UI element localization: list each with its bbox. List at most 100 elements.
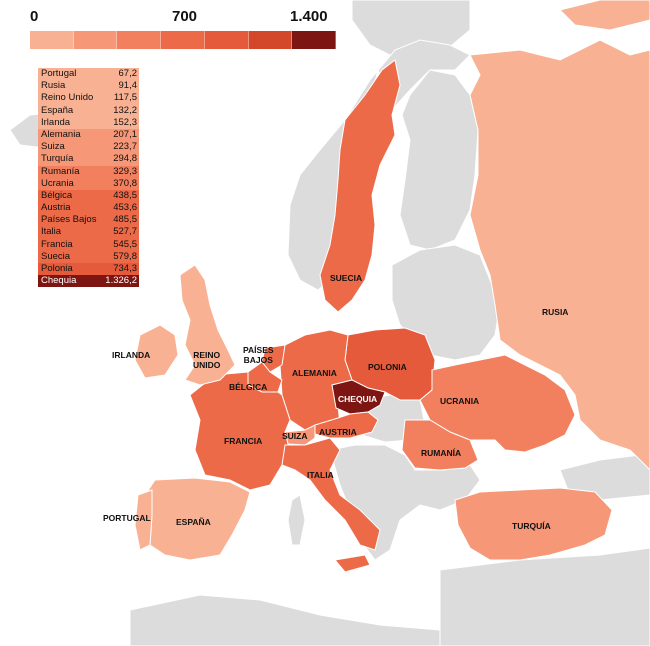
scale-swatch	[73, 31, 118, 49]
table-country-name: Austria	[41, 202, 71, 214]
map-label-alemania: ALEMANIA	[292, 368, 337, 378]
map-label-belgica: BÉLGICA	[229, 382, 268, 392]
table-country-value: 453,6	[113, 202, 137, 214]
map-label-ucrania: UCRANIA	[440, 396, 480, 406]
sicily-shape	[334, 554, 371, 573]
table-country-name: Reino Unido	[41, 92, 94, 104]
map-label-francia: FRANCIA	[224, 436, 263, 446]
map-label-polonia: POLONIA	[368, 362, 407, 372]
table-row: Portugal 67,2	[38, 68, 139, 81]
table-country-value: 329,3	[113, 165, 137, 177]
table-country-value: 117,5	[113, 92, 137, 104]
table-row: Austria 453,6	[38, 202, 139, 215]
table-row: Reino Unido 117,5	[38, 92, 139, 105]
scale-swatch	[204, 31, 249, 49]
table-row: Países Bajos 485,5	[38, 214, 139, 227]
table-row: Suiza 223,7	[38, 141, 139, 154]
color-scale-bar	[30, 31, 337, 49]
ireland-shape	[134, 324, 179, 379]
scale-label-min: 0	[30, 8, 39, 25]
table-row: España 132,2	[38, 104, 139, 117]
map-label-rusia: RUSIA	[542, 307, 569, 317]
table-country-name: Polonia	[41, 263, 73, 274]
map-label-paises-bajos: PAÍSES BAJOS	[243, 345, 274, 365]
russia-north-islands	[559, 0, 650, 31]
table-country-name: Italia	[41, 226, 62, 238]
table-country-name: Ucrania	[41, 177, 74, 189]
table-row: Rusia 91,4	[38, 80, 139, 93]
table-country-name: Irlanda	[41, 116, 71, 128]
table-country-value: 294,8	[113, 153, 137, 165]
map-label-turquia: TURQUÍA	[512, 521, 551, 531]
table-country-name: Francia	[41, 238, 73, 250]
table-country-value: 527,7	[113, 226, 137, 238]
table-row: Chequia 1.326,2	[38, 275, 139, 288]
scale-swatch	[30, 31, 74, 49]
map-label-reino-unido: REINO UNIDO	[193, 350, 221, 370]
scale-swatch	[248, 31, 293, 49]
scale-swatch	[161, 31, 205, 49]
corsica-sardinia-land	[287, 494, 306, 546]
scale-swatch	[117, 31, 162, 49]
romania-shape	[401, 419, 479, 471]
table-row: Francia 545,5	[38, 238, 139, 251]
scale-swatch	[292, 31, 337, 49]
table-country-name: España	[41, 104, 74, 116]
table-country-value: 734,3	[113, 263, 137, 274]
table-country-value: 579,8	[113, 250, 137, 262]
austria-shape	[314, 411, 379, 439]
table-country-value: 370,8	[113, 177, 137, 189]
table-country-value: 438,5	[113, 189, 137, 201]
table-row: Italia 527,7	[38, 226, 139, 239]
map-label-rumania: RUMANÍA	[421, 448, 462, 458]
map-label-italia: ITALIA	[307, 470, 334, 480]
map-label-austria: AUSTRIA	[319, 427, 357, 437]
table-country-name: Bélgica	[41, 189, 73, 201]
table-country-value: 67,2	[118, 68, 138, 79]
table-country-name: Turquía	[41, 153, 74, 165]
map-label-chequia: CHEQUIA	[338, 394, 378, 404]
uk-shape	[179, 264, 236, 386]
table-country-value: 152,3	[113, 116, 137, 128]
map-label-portugal: PORTUGAL	[103, 513, 151, 523]
table-country-value: 545,5	[113, 238, 137, 250]
sweden-shape	[319, 59, 401, 313]
finland-land	[399, 69, 479, 251]
table-country-value: 485,5	[113, 214, 137, 226]
russia-shape	[469, 39, 650, 471]
germany-shape	[279, 329, 353, 431]
map-label-suecia: SUECIA	[330, 273, 363, 283]
table-country-name: Alemania	[41, 128, 81, 140]
italy-shape	[281, 437, 381, 551]
table-row: Rumanía 329,3	[38, 165, 139, 178]
table-country-value: 91,4	[118, 80, 138, 92]
table-country-value: 207,1	[113, 128, 137, 140]
table-row: Alemania 207,1	[38, 128, 139, 142]
map-label-irlanda: IRLANDA	[112, 350, 151, 360]
table-country-value: 1.326,2	[105, 275, 137, 287]
table-country-name: Portugal	[41, 68, 77, 79]
table-country-name: Suiza	[41, 141, 65, 153]
scale-label-mid: 700	[172, 8, 198, 25]
portugal-shape	[134, 489, 153, 551]
table-row: Irlanda 152,3	[38, 116, 139, 129]
table-row: Turquía 294,8	[38, 153, 139, 166]
scale-label-max: 1.400	[290, 8, 328, 25]
table-country-value: 132,2	[113, 104, 137, 116]
netherlands-shape	[261, 344, 286, 373]
map-label-espana: ESPAÑA	[176, 517, 211, 527]
turkey-shape	[454, 487, 613, 561]
czechia-shape	[331, 379, 386, 415]
map-label-suiza: SUIZA	[282, 431, 308, 441]
table-row: Ucrania 370,8	[38, 177, 139, 190]
table-row: Suecia 579,8	[38, 250, 139, 263]
middle-east-land	[439, 547, 650, 646]
table-country-name: Países Bajos	[41, 214, 97, 226]
table-row: Polonia 734,3	[38, 263, 139, 276]
scale-labels: 0 700 1.400	[30, 8, 340, 30]
table-country-name: Rumanía	[41, 165, 80, 177]
africa-land	[129, 594, 441, 646]
baltics-belarus-land	[391, 244, 501, 361]
table-country-name: Chequia	[41, 275, 77, 287]
